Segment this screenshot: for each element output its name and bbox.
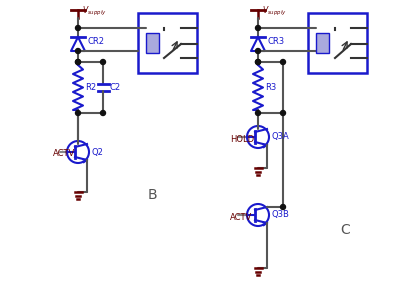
Circle shape [256, 60, 260, 64]
Text: B: B [148, 188, 158, 202]
Text: $V_{supply}$: $V_{supply}$ [82, 5, 107, 18]
Text: Q3B: Q3B [271, 210, 289, 219]
Text: CR3: CR3 [268, 37, 285, 47]
Circle shape [280, 60, 286, 64]
Bar [138, 13, 197, 73]
Circle shape [76, 60, 80, 64]
Text: R3: R3 [265, 84, 276, 92]
Circle shape [256, 26, 260, 30]
Circle shape [256, 110, 260, 116]
Text: CR2: CR2 [88, 37, 105, 47]
Text: HOLD: HOLD [230, 134, 254, 143]
Circle shape [76, 110, 80, 116]
Text: C2: C2 [110, 82, 121, 92]
Circle shape [280, 110, 286, 116]
Text: R2: R2 [85, 84, 96, 92]
Bar [308, 13, 367, 73]
Text: Q2: Q2 [91, 147, 103, 157]
Circle shape [256, 49, 260, 54]
Circle shape [280, 205, 286, 209]
Text: ACTV: ACTV [230, 212, 252, 222]
Text: ACTV: ACTV [53, 150, 75, 158]
Circle shape [76, 60, 80, 64]
Circle shape [76, 26, 80, 30]
Bar [146, 33, 158, 53]
Circle shape [256, 60, 260, 64]
Text: Q3A: Q3A [271, 133, 289, 141]
Bar [316, 33, 328, 53]
Circle shape [76, 49, 80, 54]
Circle shape [100, 60, 106, 64]
Text: C: C [340, 223, 350, 237]
Text: $V_{supply}$: $V_{supply}$ [262, 5, 287, 18]
Circle shape [100, 110, 106, 116]
